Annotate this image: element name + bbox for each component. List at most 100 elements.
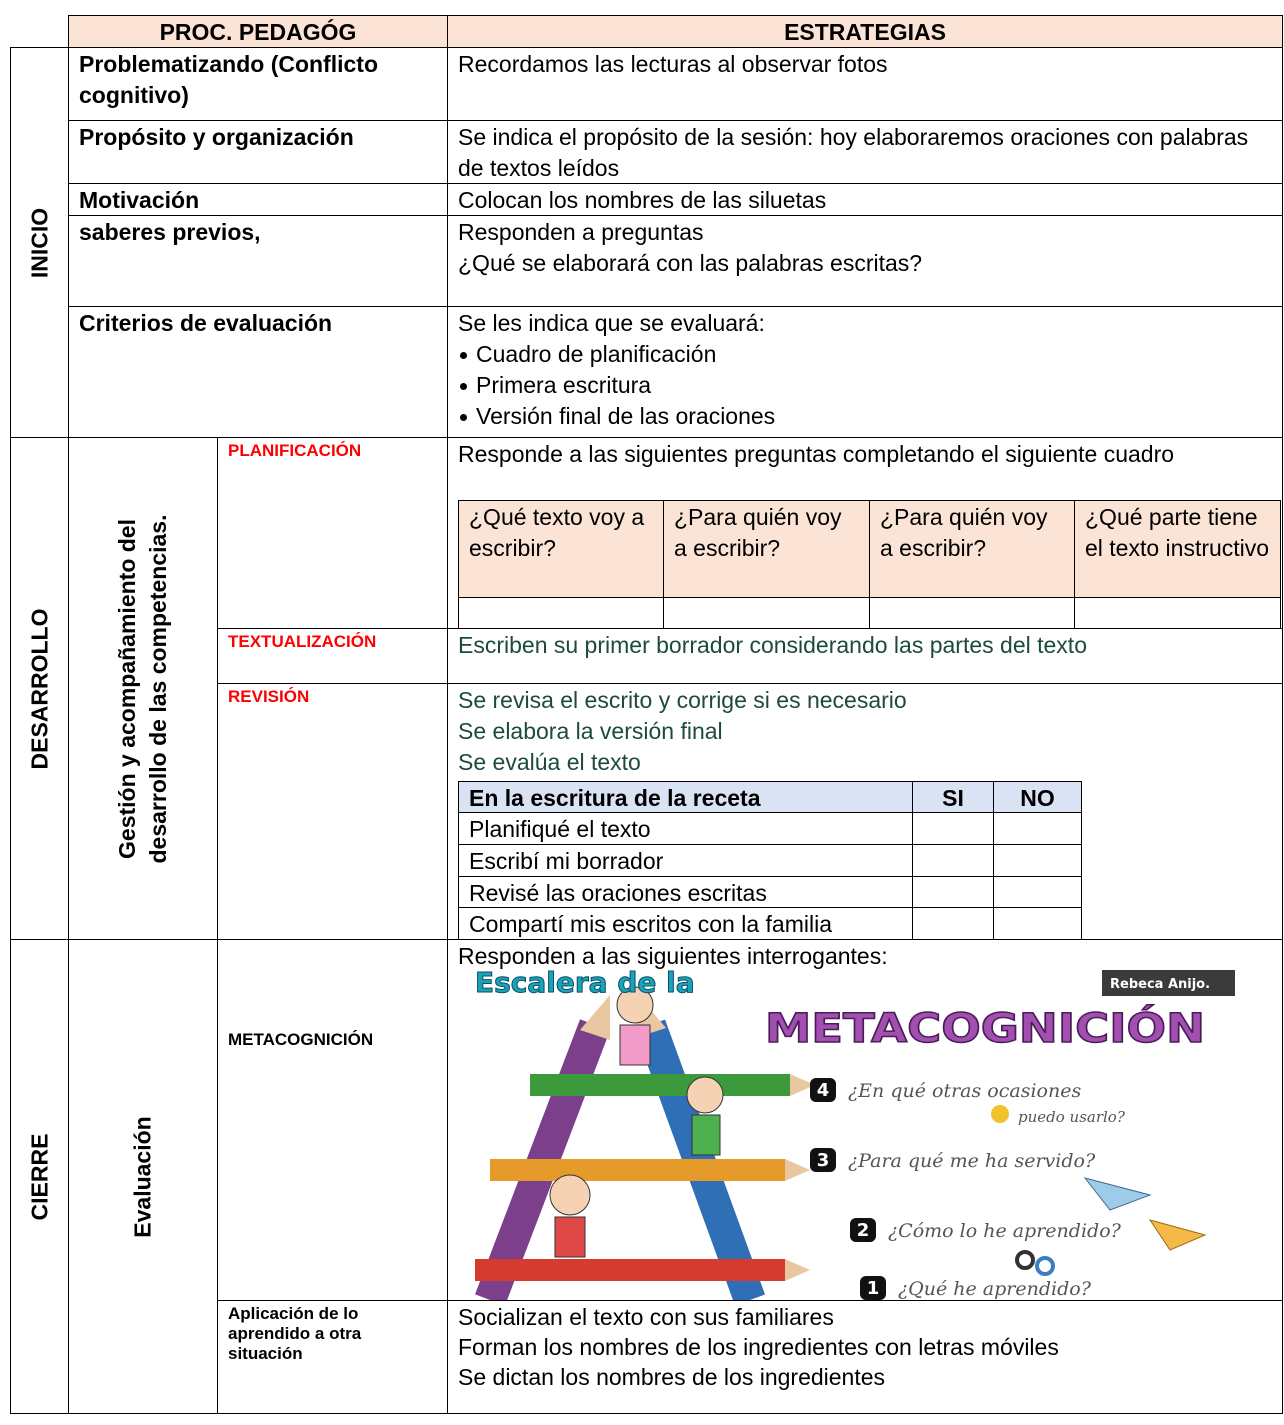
table-header: SI bbox=[942, 785, 964, 811]
table-header-cell: En la escritura de la receta bbox=[458, 781, 913, 813]
process-cell: Problematizando (Conflicto cognitivo) bbox=[68, 47, 448, 121]
table-cell: Planifiqué el texto bbox=[458, 812, 913, 845]
strategy-cell: Se indica el propósito de la sesión: hoy… bbox=[447, 120, 1283, 184]
table-header: En la escritura de la receta bbox=[469, 785, 761, 811]
table-cell bbox=[993, 907, 1082, 940]
question-number: 1 bbox=[867, 1278, 880, 1299]
table-row-label: Escribí mi borrador bbox=[469, 847, 664, 874]
strategy-text: Forman los nombres de los ingredientes c… bbox=[458, 1334, 1059, 1360]
strategy-cell: Socializan el texto con sus familiares Fo… bbox=[447, 1300, 1283, 1414]
table-header: NO bbox=[1020, 785, 1055, 811]
strategy-text: Escriben su primer borrador considerando… bbox=[458, 632, 1087, 658]
strategy-text: Responde a las siguientes preguntas comp… bbox=[458, 441, 1175, 467]
group-label: Gestión y acompañamiento del desarrollo … bbox=[114, 514, 171, 863]
strategy-cell: Responden a preguntas ¿Qué se elaborará c… bbox=[447, 215, 1283, 307]
process-cell: saberes previos, bbox=[68, 215, 448, 307]
table-header: ¿Para quién voy a escribir? bbox=[880, 504, 1048, 561]
strategy-text: Se indica el propósito de la sesión: hoy… bbox=[458, 124, 1249, 181]
section-cell: INICIO bbox=[10, 47, 69, 438]
section-label: DESARROLLO bbox=[26, 608, 52, 769]
table-cell bbox=[993, 843, 1082, 877]
table-cell: Revisé las oraciones escritas bbox=[458, 875, 913, 909]
table-cell: Compartí mis escritos con la familia bbox=[458, 907, 913, 940]
process-label: saberes previos, bbox=[79, 219, 261, 245]
header-label: ESTRATEGIAS bbox=[784, 19, 946, 45]
table-header: ¿Qué parte tiene el texto instructivo bbox=[1085, 504, 1270, 561]
image-credit: Rebeca Anijo. bbox=[1110, 977, 1210, 992]
section-cell: DESARROLLO bbox=[10, 437, 69, 940]
strategy-text: Responden a las siguientes interrogantes… bbox=[458, 943, 888, 969]
strategy-cell: Se les indica que se evaluará: Cuadro de … bbox=[447, 306, 1283, 438]
strategy-cell: Recordamos las lecturas al observar foto… bbox=[447, 47, 1283, 121]
strategy-text: Se elabora la versión final bbox=[458, 718, 723, 744]
question-number: 2 bbox=[857, 1220, 870, 1241]
group-label: Evaluación bbox=[129, 1115, 156, 1238]
header-cell: PROC. PEDAGÓG bbox=[68, 15, 448, 48]
table-header: ¿Para quién voy a escribir? bbox=[674, 504, 842, 561]
section-label: INICIO bbox=[26, 207, 52, 278]
strategy-text: Se evalúa el texto bbox=[458, 749, 641, 775]
header-label: PROC. PEDAGÓG bbox=[159, 19, 357, 45]
process-cell: Criterios de evaluación bbox=[68, 306, 448, 438]
bullet-item: Cuadro de planificación bbox=[458, 339, 1272, 370]
strategy-text: Recordamos las lecturas al observar foto… bbox=[458, 51, 888, 77]
table-cell bbox=[993, 875, 1082, 909]
bullet-item: Versión final de las oraciones bbox=[458, 401, 1272, 432]
phase-cell: REVISIÓN bbox=[217, 683, 448, 940]
question-text: ¿En qué otras ocasiones bbox=[848, 1080, 1081, 1102]
bullet-item: Primera escritura bbox=[458, 370, 1272, 401]
table-cell bbox=[912, 843, 994, 877]
table-header-cell: ¿Para quién voy a escribir? bbox=[663, 500, 870, 598]
table-header-cell: ¿Para quién voy a escribir? bbox=[869, 500, 1075, 598]
phase-label: Aplicación de lo aprendido a otra situac… bbox=[228, 1304, 362, 1363]
process-label: Problematizando (Conflicto cognitivo) bbox=[79, 51, 378, 108]
phase-label: REVISIÓN bbox=[228, 687, 310, 706]
strategy-cell: Colocan los nombres de las siluetas bbox=[447, 183, 1283, 216]
table-row-label: Planifiqué el texto bbox=[469, 816, 651, 842]
strategy-text: Colocan los nombres de las siluetas bbox=[458, 187, 827, 213]
table-cell bbox=[993, 812, 1082, 845]
group-cell: Gestión y acompañamiento del desarrollo … bbox=[68, 437, 218, 940]
table-cell bbox=[912, 907, 994, 940]
strategy-text: Responden a preguntas bbox=[458, 219, 704, 245]
table-header-cell: SI bbox=[912, 781, 994, 813]
strategy-cell: Escriben su primer borrador considerando… bbox=[447, 628, 1283, 684]
strategy-text: Se revisa el escrito y corrige si es nec… bbox=[458, 687, 907, 713]
table-cell bbox=[869, 597, 1075, 629]
question-text: ¿Cómo lo he aprendido? bbox=[888, 1220, 1122, 1242]
process-label: Propósito y organización bbox=[79, 124, 354, 150]
section-cell: CIERRE bbox=[10, 939, 69, 1414]
table-cell bbox=[912, 875, 994, 909]
strategy-text: Socializan el texto con sus familiares bbox=[458, 1304, 834, 1330]
metacognition-image: Escalera de la Rebeca Anijo. METACOGNICI… bbox=[470, 970, 1235, 1300]
strategy-text: ¿Qué se elaborará con las palabras escri… bbox=[458, 250, 923, 276]
process-cell: Motivación bbox=[68, 183, 448, 216]
phase-label: TEXTUALIZACIÓN bbox=[228, 632, 377, 651]
question-text: ¿Qué he aprendido? bbox=[898, 1278, 1092, 1300]
section-label: CIERRE bbox=[26, 1133, 52, 1220]
process-cell: Propósito y organización bbox=[68, 120, 448, 184]
image-heading: METACOGNICIÓN bbox=[765, 1004, 1205, 1052]
question-number: 4 bbox=[817, 1080, 830, 1101]
table-header-cell: ¿Qué texto voy a escribir? bbox=[458, 500, 664, 598]
strategy-text: Se dictan los nombres de los ingrediente… bbox=[458, 1364, 886, 1390]
table-cell bbox=[1074, 597, 1281, 629]
table-cell: Escribí mi borrador bbox=[458, 843, 913, 877]
question-text: puedo usarlo? bbox=[1018, 1108, 1126, 1126]
process-label: Motivación bbox=[79, 187, 200, 213]
table-row-label: Revisé las oraciones escritas bbox=[469, 879, 767, 906]
process-label: Criterios de evaluación bbox=[79, 310, 333, 336]
group-cell: Evaluación bbox=[68, 939, 218, 1414]
phase-label: PLANIFICACIÓN bbox=[228, 441, 362, 460]
strategy-text: Se les indica que se evaluará: bbox=[458, 310, 765, 336]
phase-label: METACOGNICIÓN bbox=[228, 1030, 374, 1049]
phase-cell: Aplicación de lo aprendido a otra situac… bbox=[217, 1300, 448, 1414]
table-header-cell: ¿Qué parte tiene el texto instructivo bbox=[1074, 500, 1281, 598]
table-header: ¿Qué texto voy a escribir? bbox=[469, 504, 645, 561]
image-title: Escalera de la bbox=[475, 970, 695, 999]
header-cell: ESTRATEGIAS bbox=[447, 15, 1283, 48]
phase-cell: PLANIFICACIÓN bbox=[217, 437, 448, 629]
table-header-cell: NO bbox=[993, 781, 1082, 813]
table-cell bbox=[458, 597, 664, 629]
